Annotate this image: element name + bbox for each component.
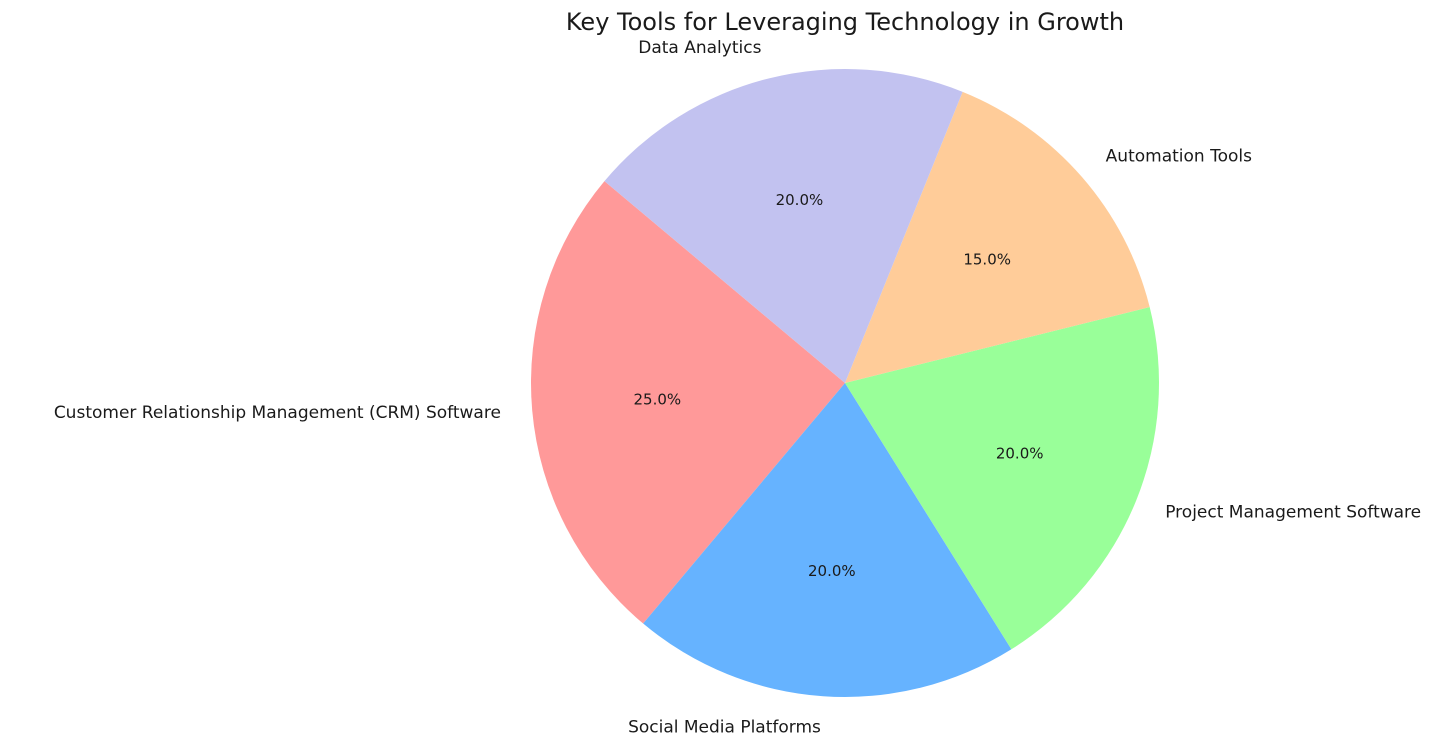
- category-labels: Customer Relationship Management (CRM) S…: [54, 38, 1421, 738]
- pie-slice-data-analytics: [604, 68, 963, 383]
- percent-label: 20.0%: [776, 191, 824, 209]
- category-label: Project Management Software: [1165, 502, 1421, 522]
- percent-label: 25.0%: [633, 390, 681, 408]
- percent-label: 20.0%: [808, 562, 856, 580]
- pie-slice-customer-relationship-management-crm-software: [531, 181, 845, 624]
- pie-slice-automation-tools: [845, 91, 1150, 384]
- pie-slice-social-media-platforms: [643, 383, 1012, 697]
- percent-label: 15.0%: [963, 250, 1011, 268]
- chart-title: Key Tools for Leveraging Technology in G…: [566, 8, 1124, 36]
- category-label: Social Media Platforms: [628, 718, 821, 738]
- percent-label: 20.0%: [996, 445, 1044, 463]
- category-label: Data Analytics: [638, 38, 761, 58]
- category-label: Automation Tools: [1106, 146, 1252, 166]
- percent-labels: 25.0% 20.0% 20.0% 15.0% 20.0%: [633, 191, 1043, 580]
- pie-slice-project-management-software: [845, 307, 1159, 650]
- pie-slices: [531, 68, 1159, 697]
- category-label: Customer Relationship Management (CRM) S…: [54, 403, 501, 423]
